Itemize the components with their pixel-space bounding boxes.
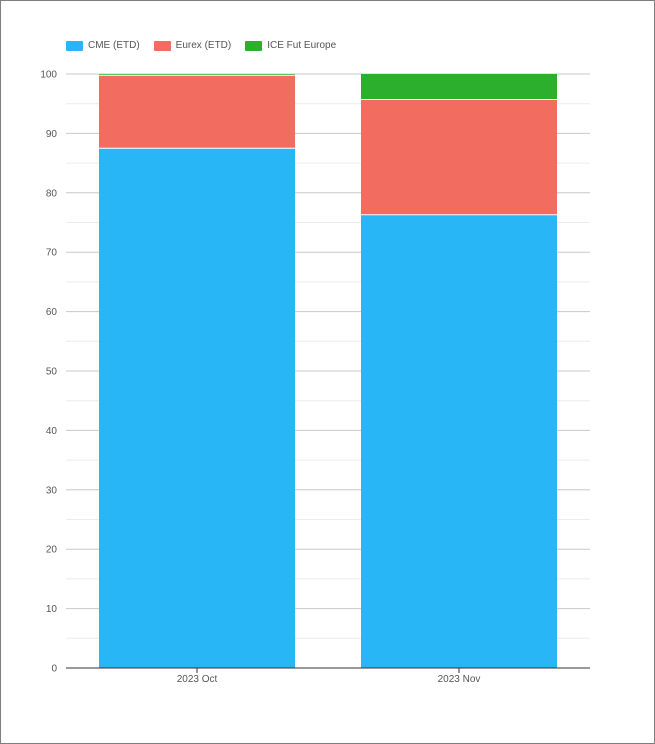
y-tick-label: 30 [46,485,58,496]
y-tick-label: 80 [46,188,58,199]
y-tick-label: 100 [40,70,57,81]
legend-swatch [153,40,171,51]
legend-label: CME (ETD) [88,40,140,51]
bar-segment [99,74,295,76]
legend-swatch [245,40,263,51]
legend-swatch [66,40,83,51]
x-tick-label: 2023 Nov [438,674,481,685]
legend-label: ICE Fut Europe [267,40,337,51]
bar-segment [99,148,295,668]
y-tick-label: 50 [46,367,58,378]
legend-label: Eurex (ETD) [175,40,232,51]
bar-segment [99,75,295,149]
bar-segment [361,99,557,215]
y-tick-label: 0 [51,664,57,675]
legend-item[interactable]: ICE Fut Europe [245,40,336,51]
legend-item[interactable]: CME (ETD) [66,40,140,51]
x-tick-label: 2023 Oct [177,674,218,685]
y-tick-label: 20 [46,545,58,556]
y-tick-label: 60 [46,307,58,318]
chart-legend: CME (ETD) Eurex (ETD) ICE Fut Europe [66,40,350,51]
y-tick-label: 90 [46,129,58,140]
bar-segment [361,74,557,100]
y-tick-label: 70 [46,248,58,259]
y-tick-label: 10 [46,604,58,615]
y-tick-label: 40 [46,426,58,437]
legend-item[interactable]: Eurex (ETD) [153,40,232,51]
bar-segment [361,214,557,668]
